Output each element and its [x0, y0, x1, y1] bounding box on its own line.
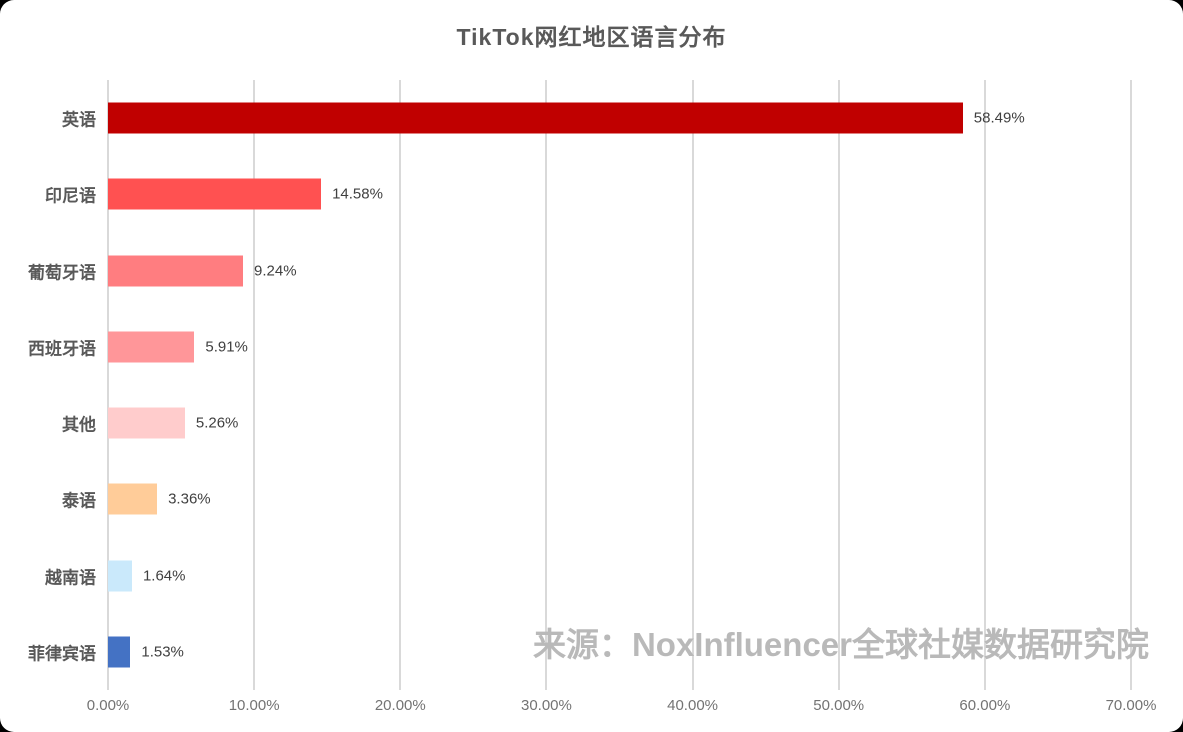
- plot-area: 英语 58.49% 印尼语 14.58% 葡萄牙语 9.24% 西班牙语 5.91% 其他 5.2…: [28, 80, 1132, 690]
- value-label: 1.53%: [141, 643, 184, 661]
- value-label: 1.64%: [142, 567, 186, 585]
- bar-row: 泰语 3.36%: [62, 461, 1131, 537]
- bar-row: 西班牙语 5.91%: [28, 309, 1131, 385]
- chart-title: TikTok网红地区语言分布: [456, 24, 727, 50]
- bar-row: 其他 5.26%: [62, 385, 1131, 461]
- gridline: [545, 80, 548, 690]
- value-label: 3.36%: [168, 490, 211, 508]
- bar-row: 印尼语 14.58%: [45, 156, 1131, 232]
- x-tick-label: 0.00%: [86, 697, 130, 714]
- x-tick-label: 50.00%: [813, 697, 865, 714]
- gridline: [837, 80, 840, 690]
- bar: [108, 483, 158, 515]
- bar: [108, 331, 195, 363]
- x-tick-label: 70.00%: [1105, 697, 1157, 714]
- x-tick-label: 60.00%: [959, 697, 1011, 714]
- gridline: [1130, 80, 1132, 690]
- x-tick-label: 30.00%: [520, 697, 572, 714]
- bar-row: 葡萄牙语 9.24%: [28, 233, 1131, 309]
- bar: [108, 178, 322, 210]
- value-label: 9.24%: [254, 262, 297, 280]
- value-label: 58.49%: [973, 109, 1025, 127]
- category-label: 西班牙语: [28, 339, 96, 359]
- x-tick-label: 10.00%: [228, 697, 280, 714]
- category-label: 印尼语: [45, 186, 96, 206]
- category-label: 其他: [62, 415, 96, 435]
- x-tick-label: 40.00%: [667, 697, 718, 714]
- watermark: 来源：NoxInfluencer全球社媒数据研究院: [532, 626, 1149, 663]
- gridline: [107, 80, 109, 690]
- category-label: 葡萄牙语: [28, 263, 96, 283]
- value-label: 5.26%: [195, 414, 239, 432]
- category-label: 菲律宾语: [28, 644, 96, 664]
- bar-row: 英语 58.49%: [62, 80, 1131, 156]
- category-label: 英语: [62, 110, 96, 130]
- bar: [108, 560, 132, 592]
- gridline: [399, 80, 402, 690]
- bar: [108, 636, 131, 668]
- bar: [108, 255, 244, 287]
- value-label: 14.58%: [332, 185, 383, 203]
- bar-row: 菲律宾语 1.53%: [28, 614, 1131, 690]
- x-axis: 0.00% 10.00% 20.00% 30.00% 40.00% 50.00% 60.00…: [87, 697, 1157, 721]
- category-label: 越南语: [45, 568, 96, 588]
- gridline: [691, 80, 694, 690]
- category-label: 泰语: [62, 491, 96, 511]
- gridline: [253, 80, 256, 690]
- bar-row: 越南语 1.64%: [45, 538, 1131, 614]
- value-label: 5.91%: [205, 338, 248, 356]
- x-tick-label: 20.00%: [374, 697, 426, 714]
- bar: [108, 102, 963, 134]
- gridline: [983, 80, 986, 690]
- bar: [108, 407, 185, 439]
